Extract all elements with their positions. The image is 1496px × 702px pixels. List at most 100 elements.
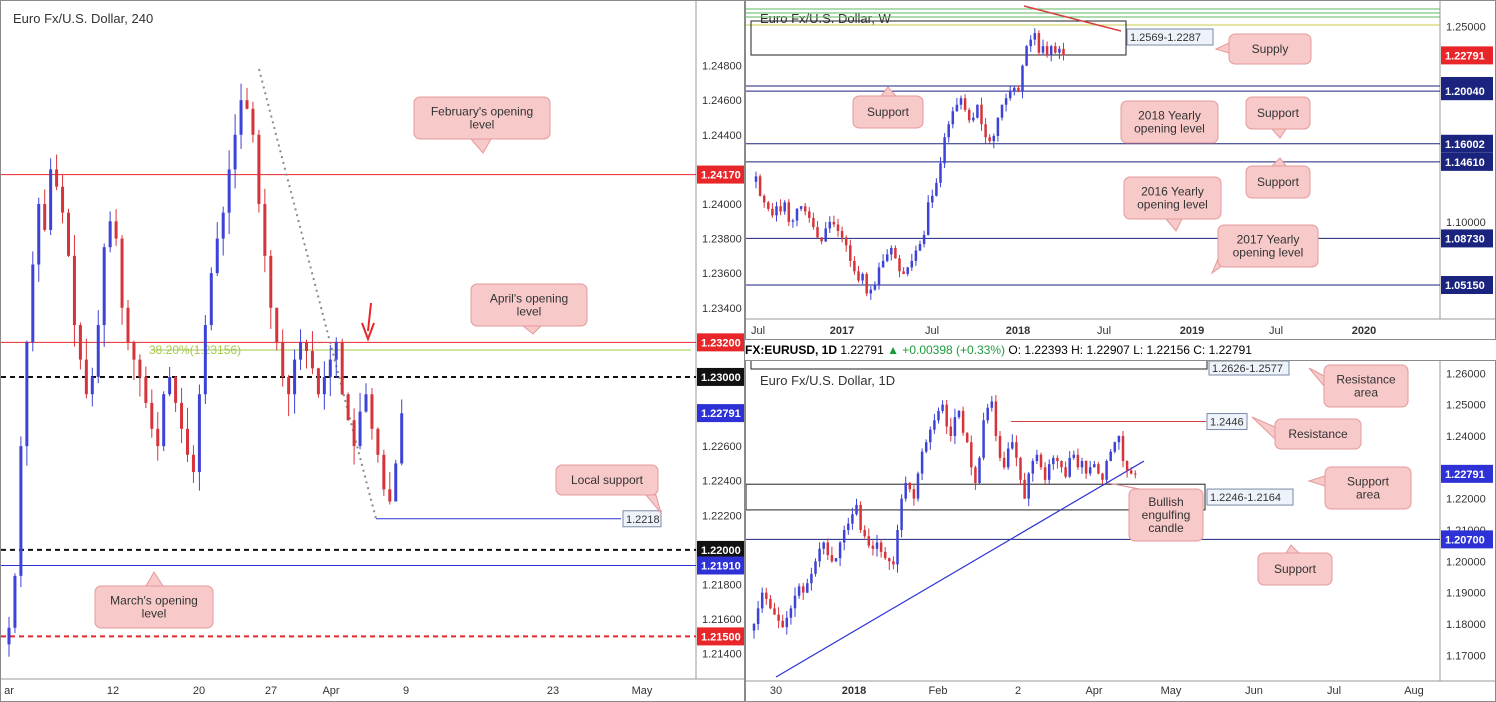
candle-body [275, 307, 279, 343]
candle-body [828, 221, 832, 229]
candle-body [400, 413, 404, 464]
candle-body [900, 498, 903, 530]
candle-body [364, 394, 368, 412]
candle-body [1109, 451, 1112, 462]
candle-body [1002, 457, 1006, 468]
candle-body [1125, 461, 1129, 471]
supply-zone [750, 20, 1127, 56]
candle-body [955, 104, 959, 112]
candle-body [1049, 46, 1053, 56]
price-tag-box [697, 540, 744, 559]
chart-240[interactable]: Euro Fx/U.S. Dollar, 240 1.24800 1.24600 1… [1, 1, 745, 702]
y-tick-label: 1.24000 [702, 199, 742, 211]
callout-march-line: March's opening [110, 594, 198, 608]
callout-support-2: Support [1245, 96, 1311, 139]
header-open: O: 1.22393 [1008, 343, 1068, 357]
candle-body [1084, 461, 1088, 474]
candle-body [1134, 473, 1137, 475]
candle-body [1113, 442, 1117, 452]
candle-body [245, 100, 249, 109]
price-tag: 1.21500 [701, 631, 741, 643]
x-tick-label: 2018 [842, 685, 866, 697]
y-tick-label: 1.21400 [702, 649, 742, 661]
y-tick-label: 1.23600 [702, 268, 742, 280]
candle-body [752, 623, 756, 631]
chart-daily-panel[interactable]: Euro Fx/U.S. Dollar, 1D 1.26000 1.25000 1.… [745, 360, 1496, 702]
candle-body [791, 220, 795, 222]
candle-body [186, 428, 189, 455]
x-tick-label: 2 [1015, 685, 1021, 697]
candle-body [43, 203, 47, 230]
y-tick-label: 1.24800 [702, 61, 742, 73]
y-tick-label: 1.21600 [702, 614, 742, 626]
x-tick-label: 9 [403, 685, 409, 697]
price-tag: 1.16002 [1445, 139, 1485, 151]
y-tick-label: 1.23800 [702, 234, 742, 246]
candle-body [847, 523, 850, 530]
x-tick-label: Jul [1327, 685, 1341, 697]
resistance-tag-box [1206, 413, 1248, 431]
price-tag: 1.24170 [701, 170, 741, 182]
chart-daily-title: Euro Fx/U.S. Dollar, 1D [760, 373, 895, 388]
price-tag-box [1441, 530, 1493, 549]
candle-body [881, 260, 885, 268]
fib-label: 38.20%(1.23156) [149, 343, 241, 357]
chart-weekly[interactable]: Euro Fx/U.S. Dollar, W 1.250001.200001.1… [746, 1, 1496, 340]
price-tag-box [1441, 229, 1493, 248]
candle-body [114, 221, 118, 239]
chart-240-panel[interactable]: Euro Fx/U.S. Dollar, 240 1.24800 1.24600 1… [0, 0, 745, 702]
candle-body [1105, 461, 1108, 480]
x-tick-label: Jul [1269, 325, 1283, 337]
candle-body [988, 137, 991, 142]
price-tag-box [697, 333, 744, 352]
header-symbol: FX:EURUSD, 1D [745, 343, 838, 357]
candle-body [1041, 46, 1045, 53]
candle-body [1129, 470, 1133, 474]
candle-body [873, 284, 877, 290]
resistance-area-tag: 1.2626-1.2577 [1212, 363, 1283, 375]
callout-2016-yearly-line: 2016 Yearly [1141, 185, 1204, 199]
candle-body [1029, 39, 1032, 47]
y-tick-label: 1.24400 [702, 130, 742, 142]
candle-body [836, 224, 840, 231]
candle-body [861, 273, 864, 281]
candle-body [797, 586, 801, 596]
candle-body [885, 254, 889, 261]
price-tag-box [697, 367, 744, 386]
candle-body [777, 614, 780, 621]
y-tick-label: 1.22000 [1446, 494, 1486, 506]
candle-body [908, 482, 912, 490]
candle-body [965, 432, 969, 443]
candle-body [1058, 48, 1061, 53]
symbol-header: FX:EURUSD, 1D 1.22791 ▲ +0.00398 (+0.33%… [745, 340, 1496, 360]
candle-body [926, 202, 930, 235]
supply-zone-tag-box [1126, 28, 1214, 46]
callout-2017-yearly-line: 2017 Yearly [1237, 233, 1300, 247]
candle-body [888, 558, 891, 562]
candle-body [1056, 457, 1059, 462]
candle-body [808, 211, 811, 218]
price-tag: 1.14610 [1445, 157, 1485, 169]
candle-body [90, 376, 94, 395]
candle-body [814, 561, 817, 574]
candle-body [824, 228, 827, 242]
callout-february-line: level [470, 118, 495, 132]
candle-body [1068, 457, 1071, 477]
chart-daily[interactable]: Euro Fx/U.S. Dollar, 1D 1.26000 1.25000 1.… [746, 361, 1496, 702]
callout-2016-yearly-line: opening level [1137, 198, 1208, 212]
y-tick-label: 1.19000 [1446, 588, 1486, 600]
y-tick-label: 1.22200 [702, 510, 742, 522]
candle-body [769, 598, 772, 609]
chart-weekly-panel[interactable]: Euro Fx/U.S. Dollar, W 1.250001.200001.1… [745, 0, 1496, 340]
y-tick-label: 1.20000 [1446, 556, 1486, 568]
trendline-blue [775, 460, 1145, 678]
callout-2018-yearly-line: opening level [1134, 122, 1205, 136]
candle-body [849, 245, 852, 261]
header-change: ▲ +0.00398 (+0.33%) [887, 343, 1006, 357]
resistance-area-zone [750, 361, 1208, 370]
candle-body [78, 325, 82, 360]
candle-body [67, 212, 70, 256]
candle-body [209, 273, 213, 326]
candle-body [108, 221, 112, 248]
